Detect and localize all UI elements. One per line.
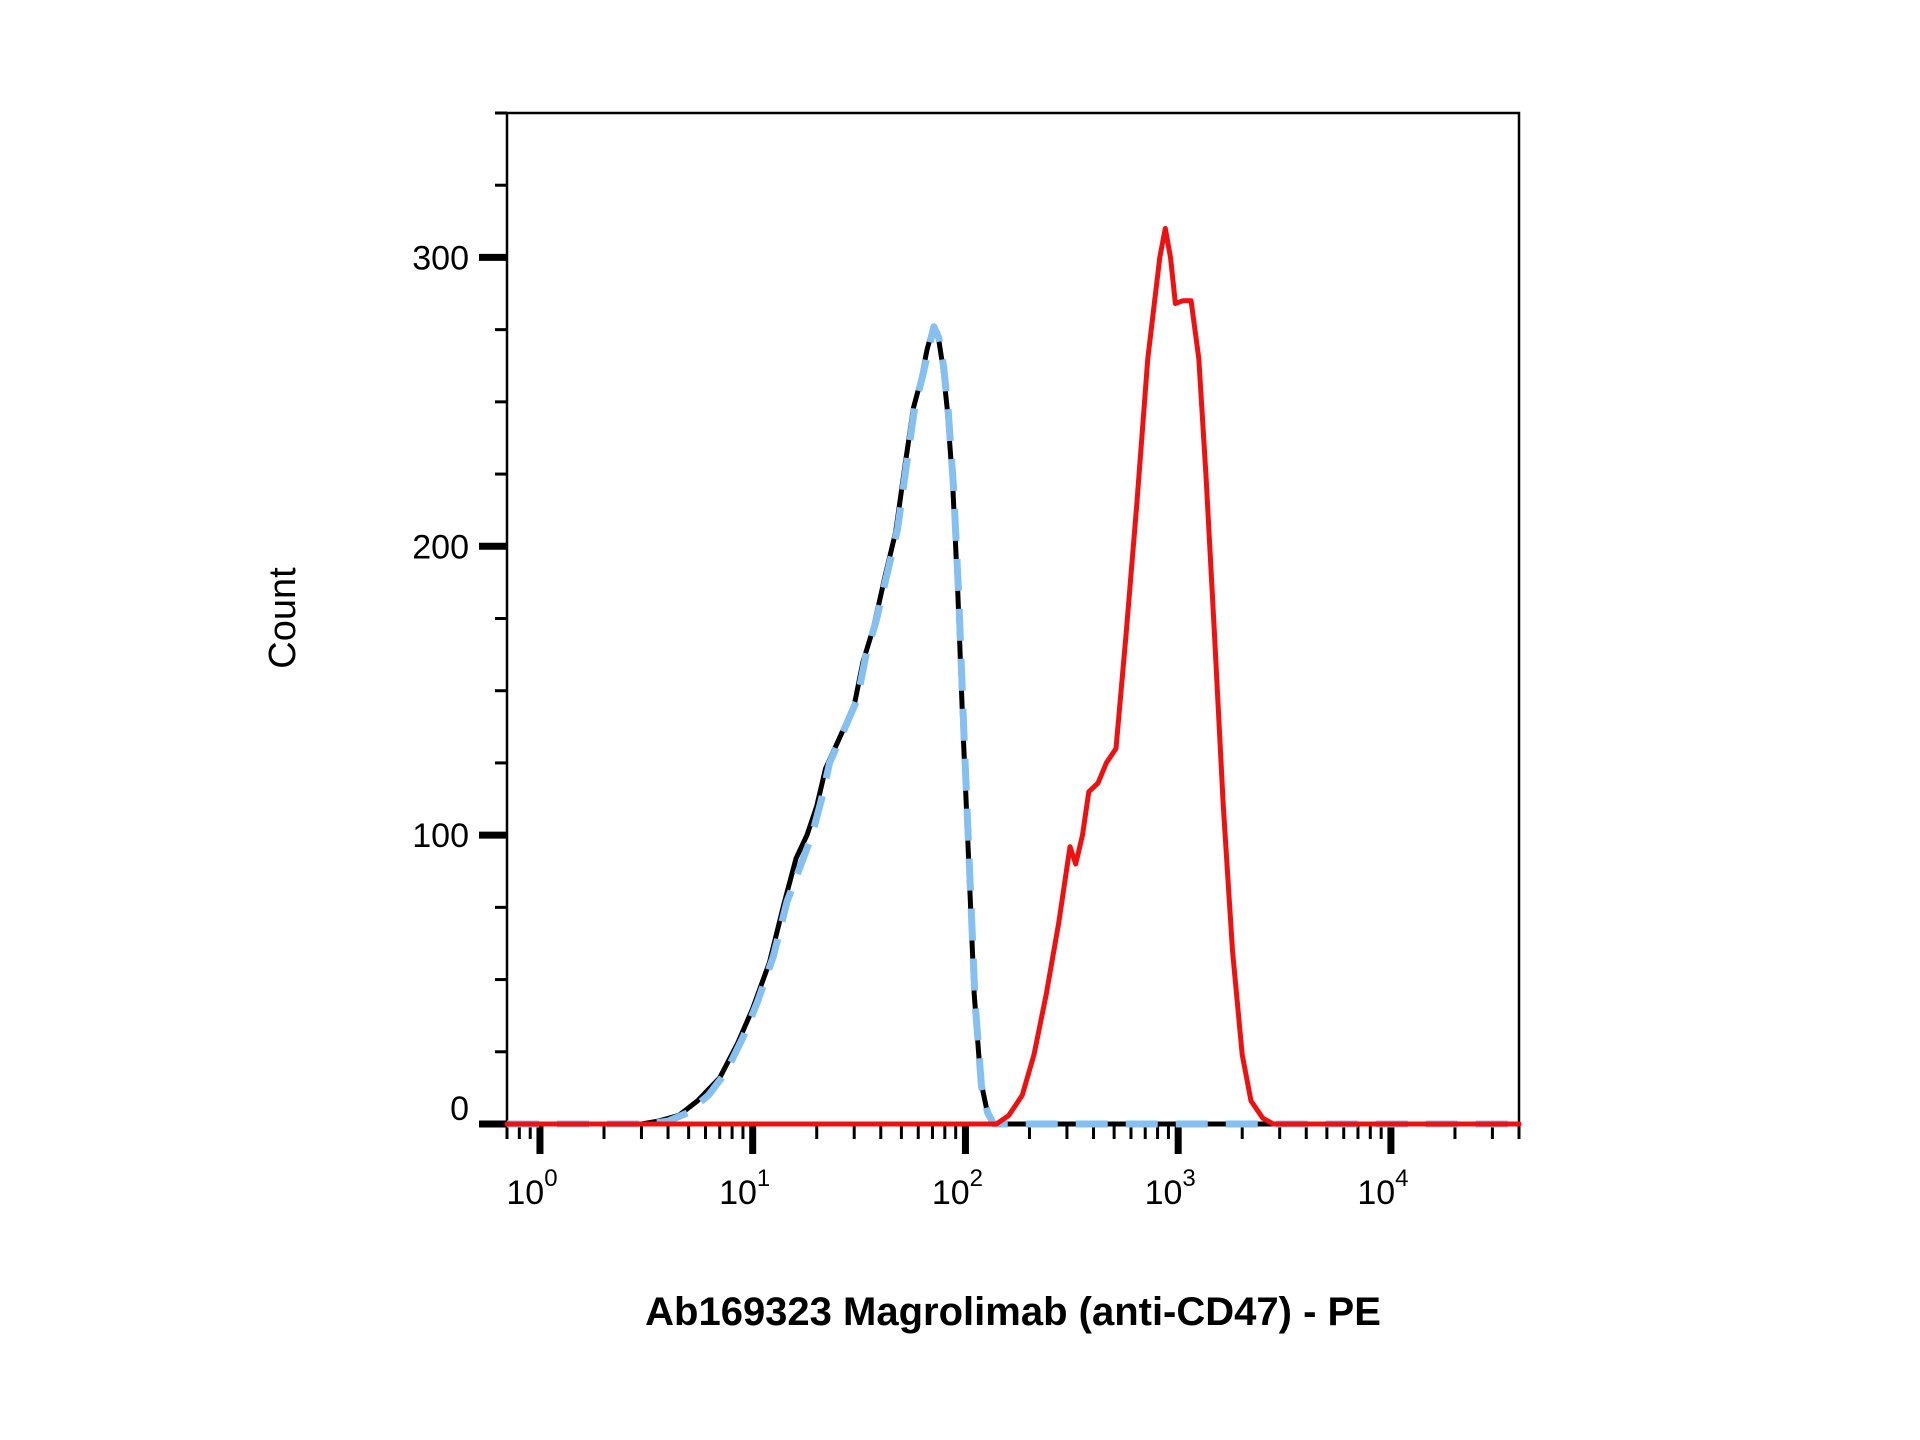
y-axis-label: Count [262,567,304,669]
plot-area [505,111,1521,1126]
series-line-2 [507,323,1519,1128]
y-tick-label: 100 [412,817,469,855]
x-tick-label: 102 [932,1165,983,1212]
x-tick-label: 100 [506,1165,557,1212]
x-tick-label: 104 [1357,1165,1408,1212]
x-axis-label: Ab169323 Magrolimab (anti-CD47) - PE [645,1290,1381,1334]
series-group [504,226,1522,1128]
y-tick-label: 300 [412,239,469,277]
x-tick-label: 103 [1145,1165,1196,1212]
y-tick-label: 200 [412,528,469,566]
axis-ticks: 0 100 200 300 100 101 102 103 104 [412,111,1521,1212]
series-line-3 [504,226,1522,1127]
y-tick-label: 0 [450,1090,469,1128]
x-tick-label: 101 [719,1165,770,1212]
